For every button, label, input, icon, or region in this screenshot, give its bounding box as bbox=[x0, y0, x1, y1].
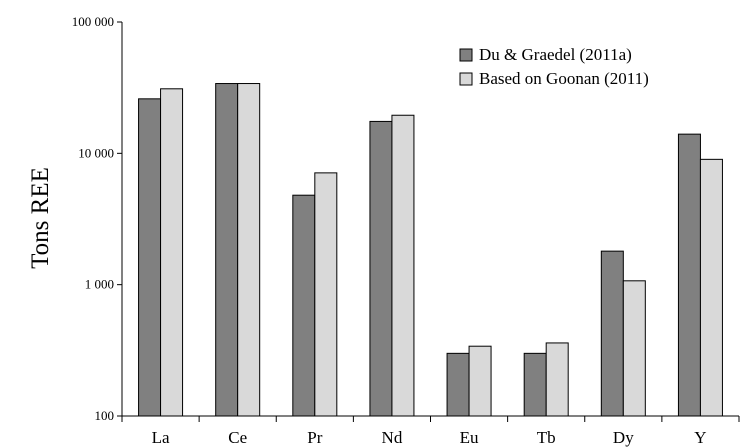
labels: 100 1 000 10 000 100 000 La Ce Pr Nd Eu Tb Dy Y bbox=[72, 14, 707, 447]
bar-nd-series-1 bbox=[369, 120, 393, 417]
x-tick-label-dy: Dy bbox=[613, 428, 634, 447]
bar-ce-series-1 bbox=[215, 83, 239, 417]
bar-pr-series-1 bbox=[292, 194, 316, 417]
x-tick-label-pr: Pr bbox=[307, 428, 322, 447]
x-tick-label-eu: Eu bbox=[460, 428, 479, 447]
bar-y-series-2 bbox=[699, 158, 723, 417]
bar-dy-series-1 bbox=[600, 250, 624, 417]
bar-tb-series-1 bbox=[523, 352, 547, 417]
bar-nd-series-2 bbox=[391, 114, 415, 417]
legend-label-1: Du & Graedel (2011a) bbox=[479, 45, 632, 64]
bar-y-series-1 bbox=[677, 133, 701, 417]
x-tick-label-nd: Nd bbox=[382, 428, 403, 447]
bar-pr-series-2 bbox=[314, 172, 338, 417]
y-tick-label: 1 000 bbox=[85, 277, 114, 292]
x-tick-label-la: La bbox=[152, 428, 170, 447]
bar-tb-series-2 bbox=[545, 342, 569, 417]
legend: Du & Graedel (2011a) Based on Goonan (201… bbox=[459, 45, 649, 88]
bar-la-series-1 bbox=[138, 98, 162, 417]
x-tick-label-y: Y bbox=[694, 428, 706, 447]
y-axis-title: Tons REE bbox=[27, 167, 54, 269]
bars bbox=[138, 83, 723, 417]
bar-ce-series-2 bbox=[237, 83, 261, 417]
y-tick-label: 100 000 bbox=[72, 14, 114, 29]
y-tick-label: 100 bbox=[95, 408, 115, 423]
bar-eu-series-2 bbox=[468, 345, 492, 417]
y-tick-label: 10 000 bbox=[78, 145, 114, 160]
legend-swatch-1 bbox=[459, 48, 473, 62]
bar-dy-series-2 bbox=[622, 280, 646, 417]
x-tick-label-tb: Tb bbox=[537, 428, 556, 447]
x-tick-label-ce: Ce bbox=[228, 428, 247, 447]
legend-label-2: Based on Goonan (2011) bbox=[479, 69, 649, 88]
bar-la-series-2 bbox=[160, 88, 184, 417]
legend-swatch-2 bbox=[459, 72, 473, 86]
bar-eu-series-1 bbox=[446, 352, 470, 417]
